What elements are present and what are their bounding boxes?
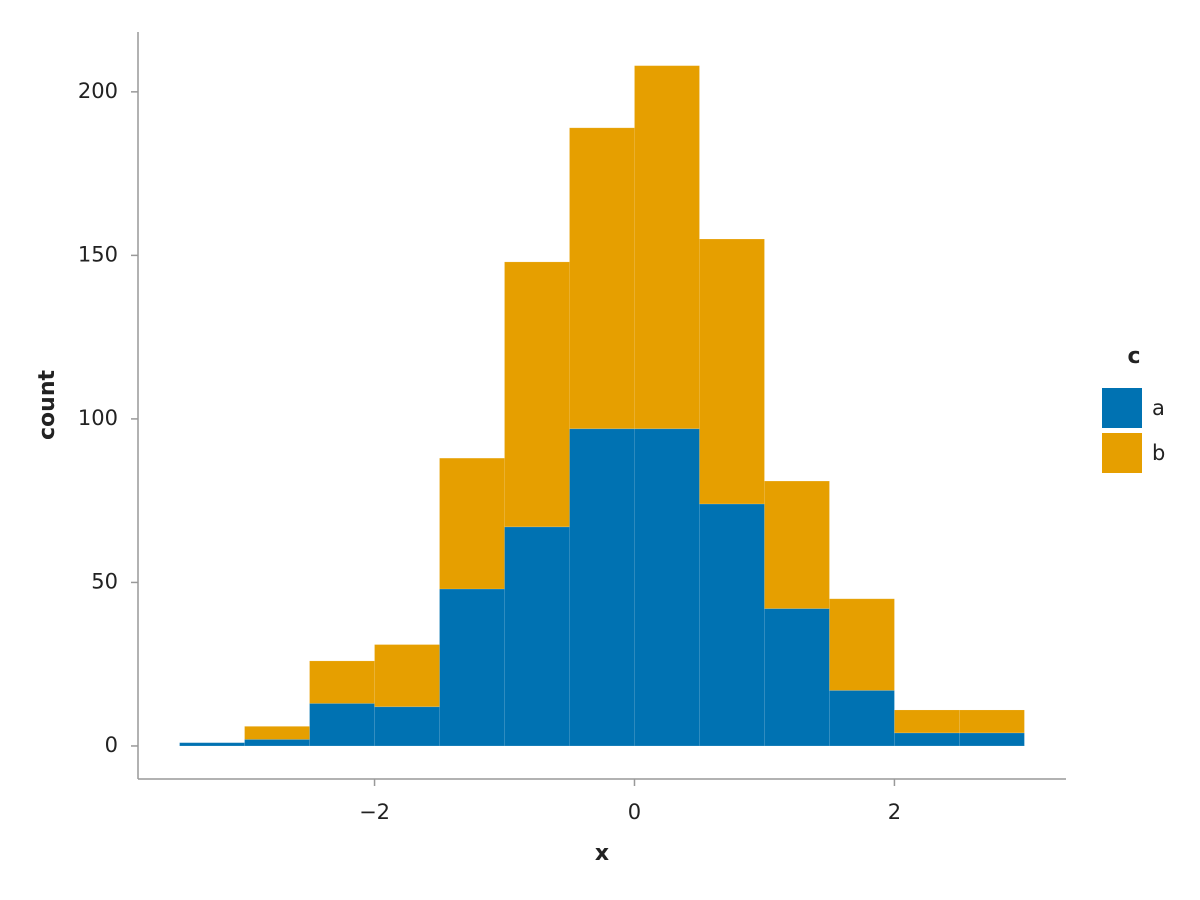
bar [829, 598, 895, 691]
bar [959, 709, 1025, 734]
bar [634, 65, 700, 430]
y-tick-label: 100 [78, 406, 118, 430]
bar [959, 732, 1025, 747]
bar [569, 428, 635, 747]
x-tick-label: 0 [628, 800, 641, 824]
bar [504, 261, 570, 528]
bar [439, 588, 505, 747]
bar [244, 739, 310, 747]
x-axis-label: x [595, 841, 609, 866]
bar [244, 725, 310, 740]
bar [439, 457, 505, 590]
x-tick-label: −2 [359, 800, 390, 824]
legend-title: c [1127, 344, 1140, 369]
legend-label: b [1152, 441, 1165, 465]
legend-swatch [1102, 433, 1142, 473]
legend-swatch [1102, 388, 1142, 428]
bar [309, 703, 375, 747]
y-tick-label: 0 [105, 733, 118, 757]
bar [504, 526, 570, 747]
y-tick-label: 150 [78, 242, 118, 266]
bar [634, 428, 700, 747]
bar [309, 660, 375, 704]
bar [569, 127, 635, 430]
x-tick-label: 2 [888, 800, 901, 824]
bar [179, 742, 245, 747]
y-tick-label: 50 [91, 569, 118, 593]
bar [699, 238, 765, 505]
bar [374, 644, 440, 708]
bar [894, 709, 960, 734]
bar [829, 689, 895, 747]
bar [374, 706, 440, 747]
y-tick-label: 200 [78, 79, 118, 103]
bar [764, 480, 830, 610]
y-axis-label: count [35, 370, 60, 440]
bar [699, 503, 765, 747]
legend-label: a [1152, 396, 1165, 420]
bar [894, 732, 960, 747]
bar [764, 608, 830, 747]
